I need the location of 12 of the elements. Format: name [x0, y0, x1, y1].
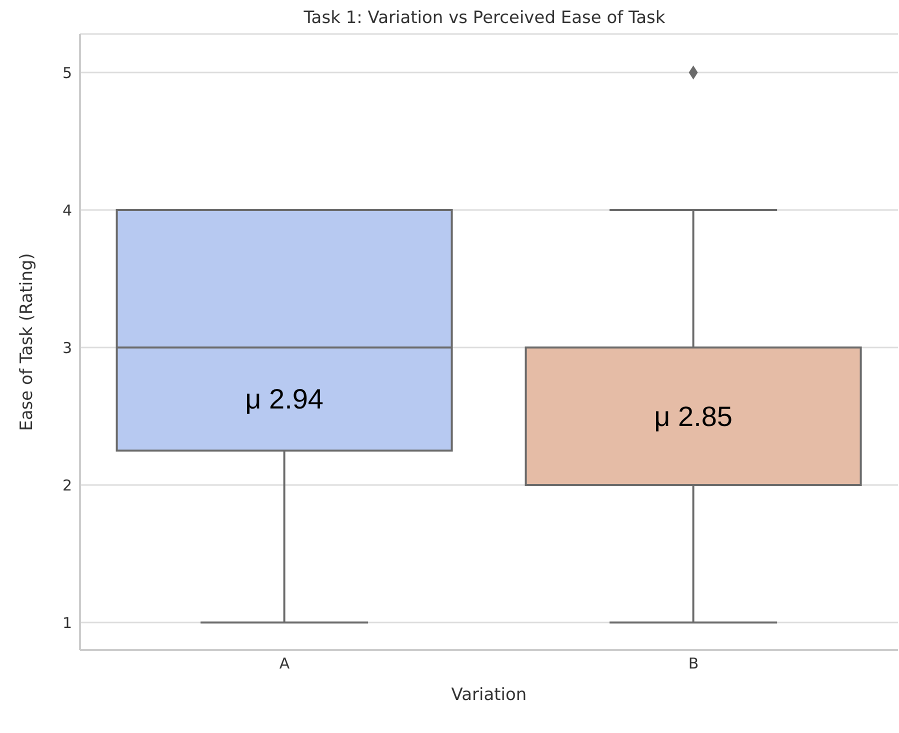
x-tick-label: B: [688, 654, 699, 673]
y-tick-label: 3: [62, 338, 72, 357]
y-tick-label: 4: [62, 201, 72, 220]
annotation: μ 2.94: [245, 384, 324, 415]
y-axis-title: Ease of Task (Rating): [17, 253, 38, 431]
chart-title: Task 1: Variation vs Perceived Ease of Task: [302, 8, 666, 30]
x-axis-title: Variation: [451, 685, 527, 705]
y-tick-label: 5: [62, 64, 72, 82]
y-tick-label: 1: [62, 614, 72, 632]
y-tick-label: 2: [62, 476, 72, 494]
x-tick-label: A: [279, 654, 290, 673]
annotation: μ 2.85: [654, 400, 733, 432]
